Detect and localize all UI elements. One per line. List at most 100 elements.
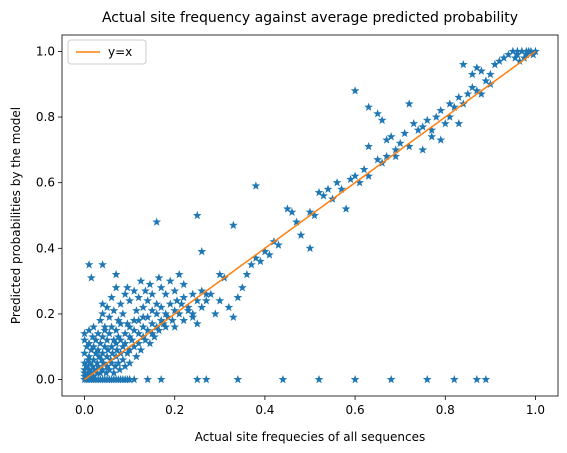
scatter-point — [113, 332, 123, 341]
scatter-point — [355, 178, 364, 187]
scatter-point — [120, 338, 130, 348]
x-tick-label: 0.0 — [75, 403, 94, 417]
scatter-point — [111, 269, 121, 279]
scatter-point — [174, 269, 184, 279]
scatter-point — [89, 371, 98, 381]
scatter-point — [305, 207, 315, 216]
scatter-point — [89, 322, 98, 331]
scatter-point — [197, 247, 207, 256]
scatter-point — [472, 86, 482, 95]
scatter-point — [458, 59, 468, 69]
scatter-point — [143, 312, 153, 321]
x-axis-label: Actual site frequecies of all sequences — [195, 430, 425, 444]
scatter-point — [103, 345, 113, 354]
scatter-point — [449, 374, 459, 384]
scatter-point — [364, 141, 373, 151]
scatter-point — [233, 292, 243, 302]
legend: y=x — [67, 39, 147, 65]
scatter-point — [141, 335, 150, 344]
scatter-point — [422, 115, 432, 125]
scatter-point — [350, 86, 360, 95]
scatter-point — [472, 63, 482, 72]
scatter-point — [80, 358, 89, 367]
scatter-point — [125, 332, 135, 341]
scatter-point — [228, 220, 238, 230]
scatter-point — [136, 276, 146, 285]
scatter-point — [210, 309, 220, 318]
scatter-point — [84, 325, 94, 335]
scatter-point — [80, 335, 89, 344]
scatter-point — [177, 299, 186, 308]
scatter-point — [179, 279, 189, 289]
scatter-point — [346, 174, 355, 184]
scatter-point — [427, 125, 437, 134]
scatter-point — [109, 335, 119, 344]
scatter-point — [337, 184, 346, 193]
scatter-point — [156, 315, 166, 325]
scatter-point — [80, 371, 89, 381]
scatter-point — [161, 322, 171, 331]
scatter-point — [156, 302, 166, 312]
scatter-point — [278, 374, 288, 384]
scatter-point — [531, 46, 540, 56]
scatter-point — [233, 374, 243, 384]
scatter-point — [391, 151, 401, 161]
scatter-point — [319, 191, 328, 200]
scatter-point — [86, 368, 96, 377]
scatter-point — [93, 361, 103, 371]
scatter-points — [80, 46, 540, 384]
scatter-point — [323, 184, 333, 193]
scatter-point — [422, 374, 432, 384]
scatter-point — [174, 309, 184, 318]
scatter-point — [100, 322, 110, 331]
scatter-point — [134, 329, 144, 338]
scatter-point — [490, 59, 500, 69]
chart-title: Actual site frequency against average pr… — [102, 10, 518, 26]
scatter-point — [513, 50, 522, 59]
scatter-point — [132, 306, 141, 315]
scatter-point — [436, 105, 446, 115]
x-tick-label: 0.6 — [346, 403, 365, 417]
scatter-point — [179, 292, 189, 302]
scatter-point — [431, 112, 441, 121]
scatter-point — [192, 374, 202, 384]
scatter-point — [145, 338, 155, 348]
scatter-point — [111, 325, 121, 335]
scatter-point — [183, 306, 193, 315]
scatter-point — [283, 204, 292, 213]
scatter-point — [123, 283, 132, 292]
scatter-point — [519, 53, 529, 62]
scatter-point — [98, 309, 107, 318]
scatter-point — [201, 296, 211, 305]
scatter-point — [93, 329, 103, 338]
scatter-point — [102, 352, 112, 361]
scatter-point — [528, 50, 538, 59]
y-axis-ticks: 0.0 0.2 0.4 0.6 0.8 1.0 — [36, 44, 62, 387]
scatter-point — [314, 187, 324, 197]
scatter-point — [409, 119, 419, 128]
scatter-point — [256, 256, 265, 266]
scatter-point — [188, 312, 198, 321]
scatter-point — [197, 286, 207, 295]
scatter-point — [161, 309, 171, 318]
scatter-point — [83, 368, 93, 377]
scatter-point — [418, 122, 428, 131]
scatter-point — [127, 335, 137, 344]
scatter-point — [112, 345, 122, 354]
scatter-point — [513, 46, 522, 56]
scatter-point — [404, 99, 414, 108]
scatter-point — [129, 325, 139, 335]
legend-box — [67, 39, 147, 65]
plot-frame — [61, 34, 559, 397]
scatter-point — [206, 289, 216, 298]
scatter-point — [172, 296, 182, 305]
scatter-point — [88, 332, 98, 341]
scatter-point — [404, 141, 414, 151]
scatter-point — [86, 273, 96, 282]
scatter-point — [247, 260, 256, 269]
scatter-point — [100, 325, 110, 335]
scatter-point — [138, 302, 148, 312]
scatter-point — [522, 46, 531, 56]
scatter-point — [377, 115, 387, 125]
